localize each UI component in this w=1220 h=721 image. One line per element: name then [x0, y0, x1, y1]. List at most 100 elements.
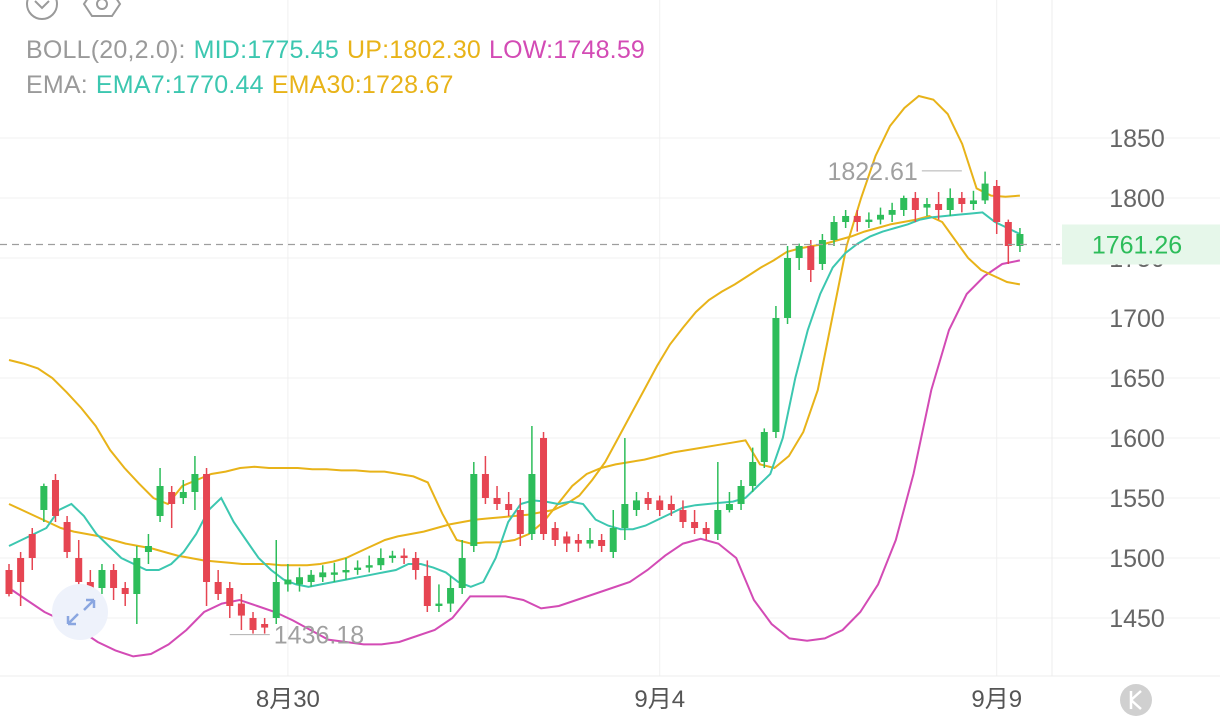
candle-up: [156, 486, 164, 516]
y-tick-label: 1450: [1109, 605, 1165, 633]
candle-down: [1004, 222, 1012, 246]
candle-up: [40, 486, 48, 510]
candle-up: [528, 474, 536, 534]
boll-label: BOLL(20,2.0):: [26, 36, 186, 64]
candle-down: [86, 582, 94, 588]
y-tick-label: 1500: [1109, 545, 1165, 573]
candle-up: [307, 574, 315, 582]
candle-down: [412, 558, 420, 570]
chevron-down-icon[interactable]: [24, 0, 60, 24]
candle-down: [563, 536, 571, 544]
candle-up: [842, 216, 850, 222]
candle-up: [586, 540, 594, 544]
y-tick-label: 1650: [1109, 365, 1165, 393]
candle-down: [958, 198, 966, 204]
candle-up: [133, 558, 141, 594]
ema-legend: EMA: EMA7:1770.44 EMA30:1728.67: [26, 71, 454, 100]
ema7-value: EMA7:1770.44: [95, 71, 264, 99]
candle-up: [981, 183, 989, 201]
candle-down: [574, 540, 582, 544]
candle-up: [330, 572, 338, 575]
candle-down: [110, 570, 118, 588]
candle-down: [644, 498, 652, 504]
candle-up: [98, 570, 106, 588]
current-price-tag: [1062, 224, 1220, 265]
candle-down: [505, 504, 513, 510]
candle-up: [621, 504, 629, 528]
candle-down: [5, 570, 13, 594]
boll-legend: BOLL(20,2.0): MID:1775.45 UP:1802.30 LOW:17…: [26, 36, 645, 65]
ema30-value: EMA30:1728.67: [271, 71, 454, 99]
y-tick-label: 1600: [1109, 425, 1165, 453]
candle-up: [795, 246, 803, 258]
candle-up: [377, 558, 385, 566]
candle-up: [888, 210, 896, 215]
x-tick-label: 8月30: [256, 686, 320, 713]
boll-low-value: LOW:1748.59: [489, 36, 646, 64]
expand-arrows-icon[interactable]: [52, 584, 108, 640]
boll-upper-line: [8, 94, 1020, 545]
candle-down: [911, 198, 919, 210]
k-line-icon[interactable]: [1120, 684, 1152, 716]
candle-down: [540, 438, 548, 534]
candle-down: [17, 558, 25, 582]
candle-up: [749, 462, 757, 486]
current-price-label: 1761.26: [1092, 231, 1182, 259]
candle-up: [342, 570, 350, 573]
candle-up: [969, 200, 977, 204]
candle-down: [656, 500, 664, 510]
y-tick-label: 1850: [1109, 125, 1165, 153]
candle-up: [354, 567, 362, 570]
candle-down: [226, 588, 234, 606]
candle-up: [296, 577, 303, 585]
candle-up: [179, 492, 187, 498]
candle-up: [365, 565, 373, 568]
candle-down: [121, 588, 129, 594]
candle-down: [993, 186, 1001, 222]
candle-down: [63, 522, 71, 552]
candle-up: [714, 510, 722, 534]
candle-down: [493, 498, 501, 504]
candle-down: [168, 492, 176, 504]
y-tick-label: 1800: [1109, 185, 1165, 213]
ema-label: EMA:: [26, 71, 88, 99]
candle-up: [772, 318, 780, 432]
low-price-label: 1436.18: [274, 622, 364, 650]
candle-up: [737, 486, 745, 504]
candle-up: [447, 588, 455, 604]
candle-up: [923, 204, 931, 208]
candle-up: [191, 474, 199, 492]
candle-down: [551, 528, 559, 540]
x-tick-label: 9月9: [971, 686, 1022, 713]
candle-up: [865, 219, 873, 222]
candle-up: [830, 222, 838, 240]
boll-up-value: UP:1802.30: [346, 36, 482, 64]
candle-down: [203, 474, 211, 582]
candle-up: [458, 558, 466, 588]
candle-up: [760, 432, 768, 462]
candle-up: [725, 504, 733, 510]
high-price-label: 1822.61: [827, 158, 917, 186]
candle-down: [423, 576, 431, 606]
candle-up: [388, 555, 396, 558]
candle-up: [1016, 234, 1024, 246]
candle-up: [900, 198, 908, 210]
candle-down: [935, 204, 943, 210]
candle-up: [319, 572, 327, 578]
candle-down: [807, 246, 815, 270]
candle-down: [667, 504, 675, 510]
y-tick-label: 1550: [1109, 485, 1165, 513]
candle-down: [481, 474, 489, 498]
candle-down: [598, 540, 606, 546]
candle-up: [632, 500, 640, 510]
candle-down: [691, 522, 699, 528]
candle-down: [237, 603, 245, 616]
candle-up: [470, 474, 478, 546]
candle-up: [272, 582, 280, 618]
candle-up: [284, 579, 292, 585]
candle-up: [877, 214, 884, 220]
settings-hex-icon[interactable]: [82, 0, 122, 24]
candle-down: [75, 558, 83, 582]
candle-down: [28, 534, 36, 558]
